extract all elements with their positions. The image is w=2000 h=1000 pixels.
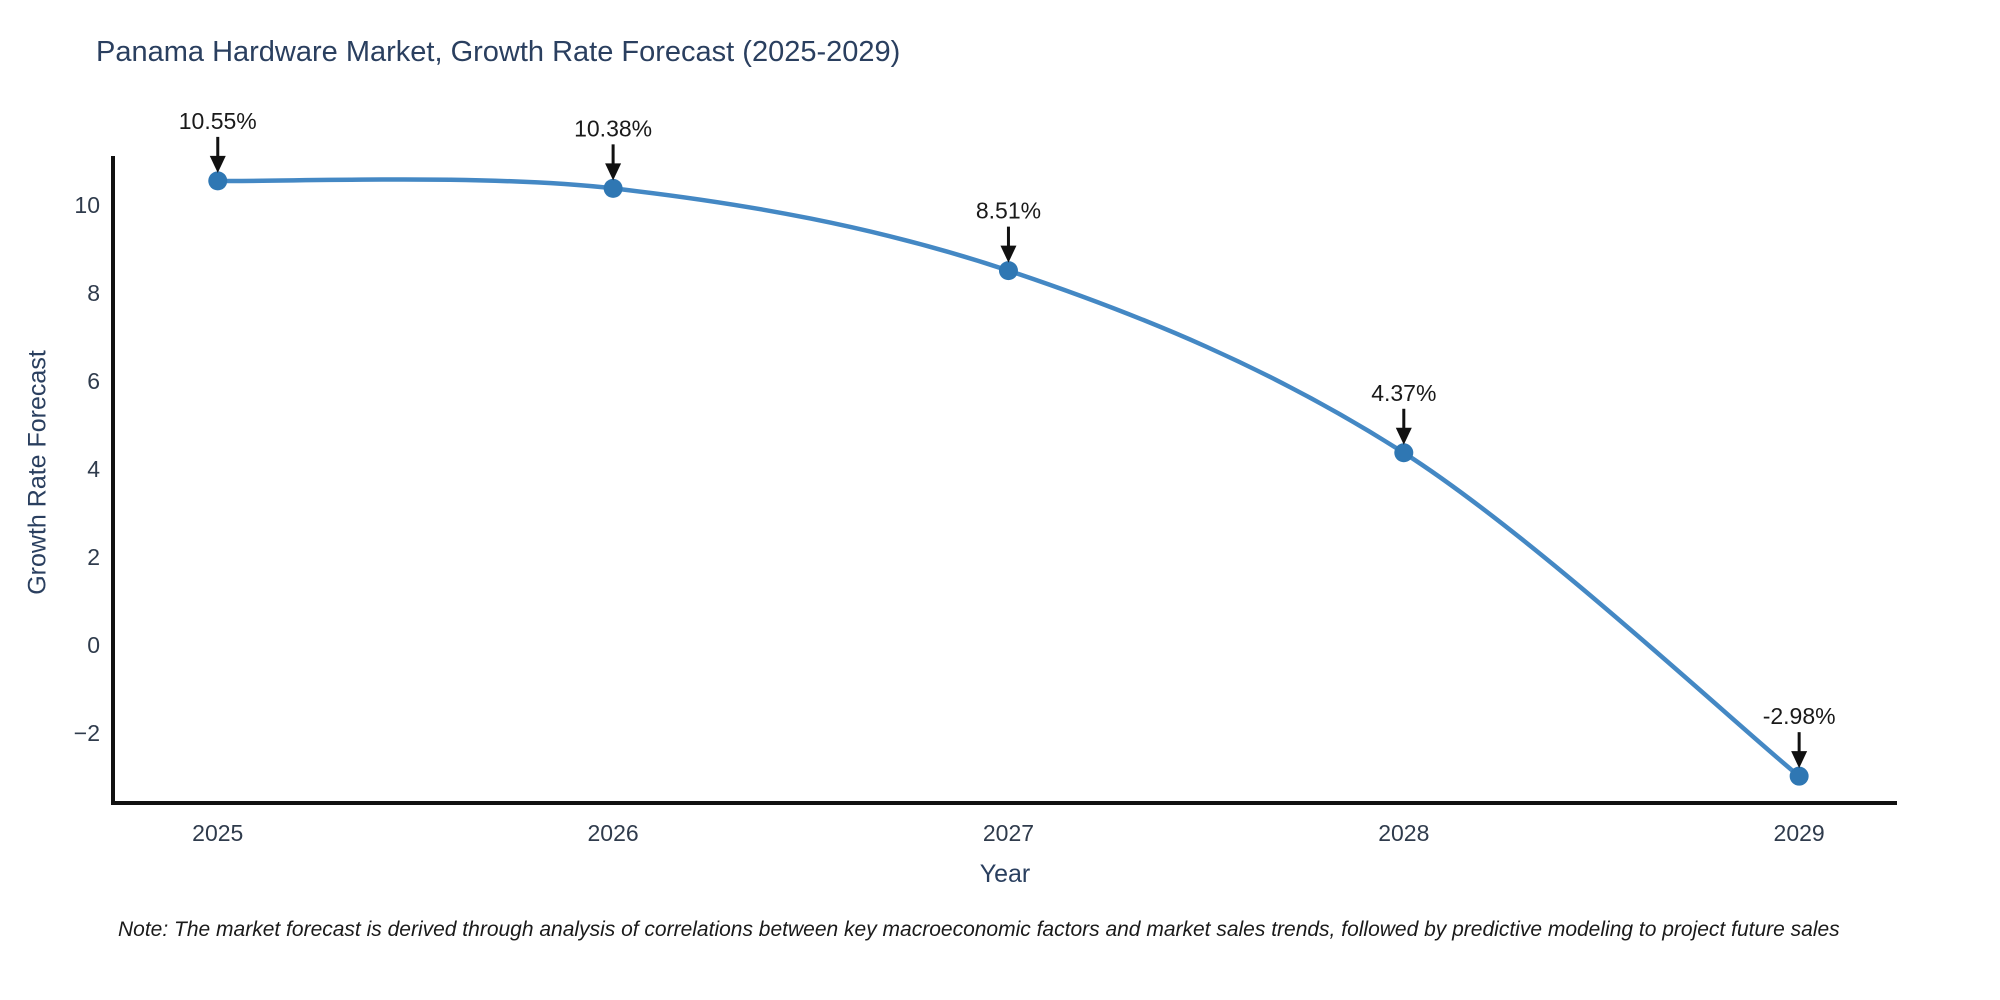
x-tick-label: 2028 (1378, 820, 1429, 846)
x-tick-label: 2026 (588, 820, 639, 846)
point-annotation: 10.55% (179, 108, 257, 173)
data-point-marker (998, 261, 1018, 281)
y-tick-label: 8 (87, 280, 100, 306)
data-point-marker (1394, 443, 1414, 463)
y-tick-label: 0 (87, 632, 100, 658)
annotation-value-label: 10.38% (574, 115, 652, 141)
point-annotation: 10.38% (574, 115, 652, 181)
annotation-arrow-head (605, 163, 622, 181)
forecast-line (215, 177, 1802, 779)
y-axis-tick-labels: 10 8 6 4 2 0 −2 (74, 192, 100, 746)
annotation-layer: 10.55% 10.38% 8.51% 4.37% -2.98% (179, 108, 1836, 769)
annotation-value-label: 10.55% (179, 108, 257, 134)
y-tick-label: 2 (87, 544, 100, 570)
point-annotation: -2.98% (1763, 703, 1836, 769)
x-axis-tick-labels: 2025 2026 2027 2028 2029 (192, 820, 1825, 846)
footnote: Note: The market forecast is derived thr… (118, 918, 1840, 941)
y-tick-label: −2 (74, 720, 100, 746)
y-tick-label: 6 (87, 368, 100, 394)
annotation-arrow-head (1395, 427, 1412, 445)
annotation-value-label: 4.37% (1371, 380, 1436, 406)
data-point-marker (208, 171, 228, 191)
point-annotation: 8.51% (976, 198, 1041, 263)
series-line-layer (208, 171, 1809, 786)
annotation-value-label: 8.51% (976, 198, 1041, 224)
y-tick-label: 4 (87, 456, 100, 482)
data-point-marker (1789, 766, 1809, 786)
data-point-marker (603, 178, 623, 198)
annotation-value-label: -2.98% (1763, 703, 1836, 729)
annotation-arrow-head (1791, 751, 1808, 769)
point-annotation: 4.37% (1371, 380, 1436, 445)
x-tick-label: 2025 (192, 820, 243, 846)
chart-title: Panama Hardware Market, Growth Rate Fore… (96, 36, 901, 68)
y-tick-label: 10 (74, 192, 100, 218)
x-tick-label: 2029 (1774, 820, 1825, 846)
x-axis-title: Year (979, 860, 1031, 888)
annotation-arrow-head (209, 155, 226, 173)
annotation-arrow-head (1000, 245, 1017, 263)
x-tick-label: 2027 (983, 820, 1034, 846)
